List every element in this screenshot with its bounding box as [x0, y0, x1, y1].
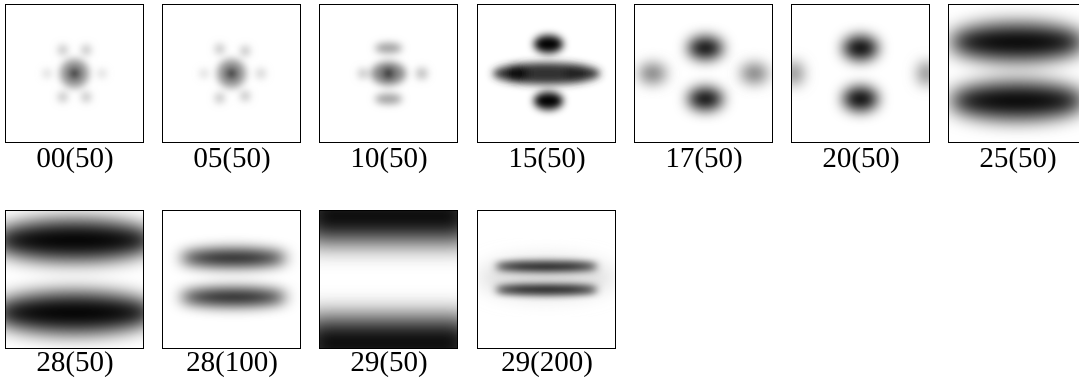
panel-label: 05(50) — [193, 142, 271, 174]
panel-label: 29(50) — [350, 346, 428, 378]
panel-00-50 — [5, 4, 144, 143]
panel-label: 28(100) — [186, 346, 278, 378]
panel-25-50 — [948, 4, 1079, 143]
pattern-image — [43, 45, 106, 102]
panel-label: 17(50) — [665, 142, 743, 174]
pattern-image — [320, 211, 457, 348]
pattern-image — [792, 36, 929, 111]
panel-10-50 — [319, 4, 458, 143]
pattern-image — [492, 35, 601, 110]
panel-label: 00(50) — [36, 142, 114, 174]
pattern-image — [200, 44, 266, 103]
pattern-image — [6, 220, 143, 333]
panel-label: 29(200) — [501, 346, 593, 378]
pattern-image — [638, 37, 769, 110]
panel-28-50 — [5, 210, 144, 349]
panel-20-50 — [791, 4, 930, 143]
pattern-image — [358, 43, 428, 104]
pattern-image — [949, 24, 1079, 119]
pattern-image — [179, 250, 288, 305]
panel-label: 10(50) — [350, 142, 428, 174]
panel-29-200 — [477, 210, 616, 349]
panel-15-50 — [477, 4, 616, 143]
panel-29-50 — [319, 210, 458, 349]
pattern-image — [478, 257, 615, 298]
panel-label: 28(50) — [36, 346, 114, 378]
panel-label: 15(50) — [508, 142, 586, 174]
panel-label: 20(50) — [822, 142, 900, 174]
panel-28-100 — [162, 210, 301, 349]
panel-05-50 — [162, 4, 301, 143]
panel-17-50 — [634, 4, 773, 143]
panel-label: 25(50) — [979, 142, 1057, 174]
